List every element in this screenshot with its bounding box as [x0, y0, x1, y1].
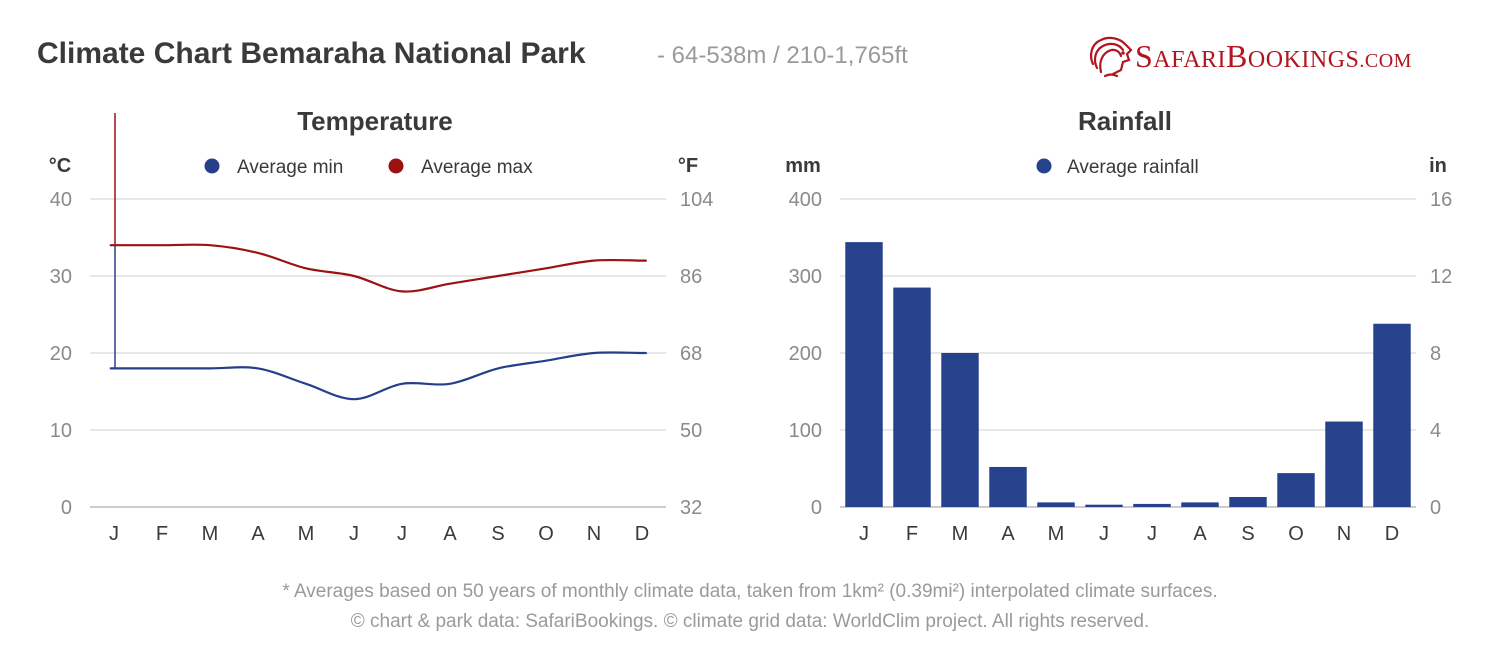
temp-ytick-right: 104: [680, 189, 713, 211]
temp-ytick-left: 20: [50, 343, 72, 365]
rain-xtick-label: O: [1288, 523, 1304, 545]
rainfall-bar: [989, 466, 1027, 507]
temp-chart-title: Temperature: [297, 106, 453, 136]
temp-xtick-label: D: [635, 523, 649, 545]
rain-ytick-left: 300: [789, 266, 822, 288]
rainfall-bar: [941, 353, 979, 507]
temp-xtick-label: M: [202, 523, 219, 545]
temp-xtick-label: O: [538, 523, 554, 545]
footer-note: * Averages based on 50 years of monthly …: [282, 581, 1218, 602]
temp-xtick-label: N: [587, 523, 601, 545]
rain-ytick-right: 0: [1430, 497, 1441, 519]
temp-legend-label-1: Average max: [421, 157, 533, 178]
rainfall-bar: [1373, 323, 1411, 507]
header: Climate Chart Bemaraha National Park - 6…: [37, 34, 1477, 84]
rain-xtick-label: S: [1241, 523, 1254, 545]
temp-ytick-left: 0: [61, 497, 72, 519]
rain-ytick-right: 4: [1430, 420, 1441, 442]
temp-xtick-label: J: [349, 523, 359, 545]
rainfall-bar: [1085, 504, 1123, 507]
rain-ytick-left: 400: [789, 189, 822, 211]
temp-ytick-left: 40: [50, 189, 72, 211]
rain-xtick-label: M: [1048, 523, 1065, 545]
rainfall-bar: [845, 242, 883, 507]
temp-ytick-right: 50: [680, 420, 702, 442]
temp-xtick-label: J: [109, 523, 119, 545]
temp-xtick-label: J: [397, 523, 407, 545]
rainfall-bar: [1229, 496, 1267, 507]
rain-ytick-right: 12: [1430, 266, 1452, 288]
temp-xtick-label: A: [443, 523, 457, 545]
rain-xtick-label: J: [1147, 523, 1157, 545]
rain-unit-right: in: [1429, 155, 1447, 177]
safaribookings-logo[interactable]: SAFARIBOOKINGS.COM: [1087, 34, 1467, 78]
avg-min-line: [109, 351, 647, 401]
temp-legend-label-0: Average min: [237, 157, 343, 178]
temp-xtick-label: S: [491, 523, 504, 545]
rain-legend-marker-0: [1036, 158, 1052, 174]
temp-ytick-right: 32: [680, 497, 702, 519]
rainfall-bar: [1181, 502, 1219, 507]
page-title: Climate Chart Bemaraha National Park: [37, 37, 586, 70]
temp-ytick-right: 68: [680, 343, 702, 365]
temp-unit-right: °F: [678, 155, 698, 177]
rain-legend-label-0: Average rainfall: [1067, 157, 1199, 178]
temp-xtick-label: A: [251, 523, 265, 545]
rainfall-bar: [1037, 502, 1075, 507]
rain-ytick-right: 8: [1430, 343, 1441, 365]
avg-max-line: [109, 243, 647, 293]
rainfall-bar: [1133, 503, 1171, 507]
rainfall-bar: [1277, 473, 1315, 507]
lion-head-icon: [1090, 36, 1133, 78]
rain-ytick-left: 200: [789, 343, 822, 365]
rain-xtick-label: J: [1099, 523, 1109, 545]
rain-ytick-left: 0: [811, 497, 822, 519]
rain-xtick-label: J: [859, 523, 869, 545]
rain-xtick-label: F: [906, 523, 918, 545]
rain-xtick-label: A: [1001, 523, 1015, 545]
rain-xtick-label: N: [1337, 523, 1351, 545]
temp-legend-marker-1: [388, 158, 404, 174]
temp-unit-left: °C: [49, 155, 71, 177]
logo-wordmark: SAFARIBOOKINGS.COM: [1135, 38, 1412, 74]
temp-ytick-right: 86: [680, 266, 702, 288]
temp-xtick-label: F: [156, 523, 168, 545]
rainfall-bar: [1325, 421, 1363, 507]
rain-xtick-label: M: [952, 523, 969, 545]
rain-ytick-left: 100: [789, 420, 822, 442]
rain-chart-title: Rainfall: [1078, 106, 1172, 136]
rain-unit-left: mm: [785, 155, 821, 177]
temp-ytick-left: 10: [50, 420, 72, 442]
temp-ytick-left: 30: [50, 266, 72, 288]
temp-legend-marker-0: [204, 158, 220, 174]
rain-xtick-label: D: [1385, 523, 1399, 545]
rain-ytick-right: 16: [1430, 189, 1452, 211]
page-subtitle: - 64-538m / 210-1,765ft: [657, 42, 908, 69]
footer-credits: © chart & park data: SafariBookings. © c…: [350, 611, 1150, 632]
temp-xtick-label: M: [298, 523, 315, 545]
rain-xtick-label: A: [1193, 523, 1207, 545]
rainfall-bar: [893, 287, 931, 507]
